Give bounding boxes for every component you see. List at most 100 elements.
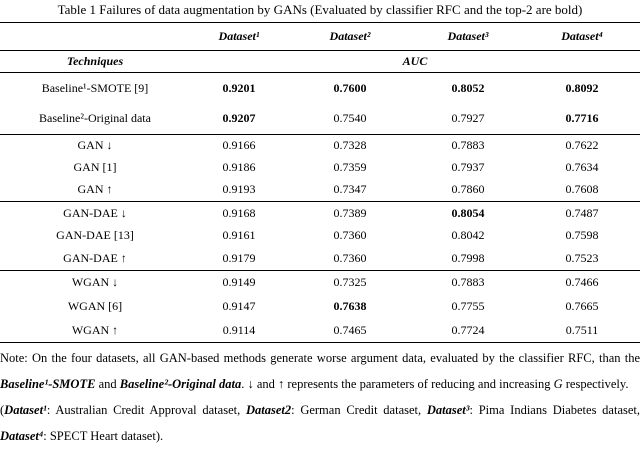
technique-cell: WGAN ↓ bbox=[71, 275, 119, 290]
table-row: GAN ↑ 0.9193 0.7347 0.7860 0.7608 bbox=[0, 179, 640, 201]
note-text: : Pima Indians Diabetes dataset, bbox=[469, 403, 640, 417]
auc-cell: 0.7598 bbox=[565, 228, 599, 243]
column-header: Dataset² bbox=[329, 29, 371, 43]
auc-cell: 0.7487 bbox=[565, 205, 599, 220]
auc-cell: 0.7998 bbox=[451, 251, 485, 266]
auc-cell: 0.7540 bbox=[333, 111, 367, 126]
auc-cell: 0.9193 bbox=[222, 182, 256, 197]
auc-cell: 0.7466 bbox=[565, 275, 599, 290]
note-text: Note: On the four datasets, all GAN-base… bbox=[0, 351, 640, 365]
auc-cell: 0.9161 bbox=[222, 228, 256, 243]
techniques-label: Techniques bbox=[66, 54, 124, 68]
column-header: Dataset³ bbox=[447, 29, 489, 43]
auc-cell: 0.9114 bbox=[222, 322, 256, 337]
note-text: ( bbox=[0, 403, 5, 417]
subheader-row: Techniques AUC bbox=[0, 51, 640, 73]
table-row: GAN-DAE [13] 0.9161 0.7360 0.8042 0.7598 bbox=[0, 224, 640, 247]
auc-cell: 0.7724 bbox=[451, 322, 485, 337]
auc-cell: 0.7511 bbox=[565, 322, 599, 337]
note: Note: On the four datasets, all GAN-base… bbox=[0, 345, 640, 449]
auc-cell: 0.9166 bbox=[222, 138, 256, 153]
auc-cell: 0.8052 bbox=[451, 80, 485, 95]
auc-cell: 0.7927 bbox=[451, 111, 485, 126]
auc-cell: 0.7716 bbox=[565, 111, 599, 126]
results-table: Dataset¹ Dataset² Dataset³ Dataset⁴ Techniq… bbox=[0, 22, 640, 343]
auc-cell: 0.7600 bbox=[333, 80, 367, 95]
column-header: Dataset⁴ bbox=[561, 29, 603, 43]
table-row: WGAN ↓ 0.9149 0.7325 0.7883 0.7466 bbox=[0, 270, 640, 294]
note-text: Dataset⁴ bbox=[0, 429, 44, 443]
auc-cell: 0.9149 bbox=[222, 275, 256, 290]
table-row: GAN [1] 0.9186 0.7359 0.7937 0.7634 bbox=[0, 157, 640, 179]
auc-cell: 0.7523 bbox=[565, 251, 599, 266]
row-group: GAN ↓ 0.9166 0.7328 0.7883 0.7622 GAN [1] 0.91… bbox=[0, 135, 640, 202]
auc-cell: 0.9201 bbox=[222, 80, 256, 95]
table-row: GAN ↓ 0.9166 0.7328 0.7883 0.7622 bbox=[0, 135, 640, 157]
note-text: Dataset³ bbox=[426, 403, 470, 417]
auc-cell: 0.7465 bbox=[333, 322, 367, 337]
technique-cell: WGAN [6] bbox=[67, 298, 123, 313]
technique-cell: Baseline²-Original data bbox=[39, 111, 151, 126]
header-row: Dataset¹ Dataset² Dataset³ Dataset⁴ bbox=[0, 22, 640, 51]
auc-cell: 0.7937 bbox=[451, 160, 485, 175]
table-head: Dataset¹ Dataset² Dataset³ Dataset⁴ Techniq… bbox=[0, 22, 640, 73]
note-text: and bbox=[95, 377, 120, 391]
auc-cell: 0.7360 bbox=[333, 228, 367, 243]
note-text: Dataset¹ bbox=[4, 403, 47, 417]
auc-cell: 0.7883 bbox=[451, 275, 485, 290]
technique-cell: GAN ↓ bbox=[77, 138, 113, 153]
auc-cell: 0.7860 bbox=[451, 182, 485, 197]
note-text: : SPECT Heart dataset). bbox=[43, 429, 164, 443]
auc-cell: 0.7360 bbox=[333, 251, 367, 266]
table-row: WGAN ↑ 0.9114 0.7465 0.7724 0.7511 bbox=[0, 318, 640, 342]
auc-cell: 0.8054 bbox=[451, 205, 485, 220]
auc-cell: 0.7347 bbox=[333, 182, 367, 197]
auc-cell: 0.9186 bbox=[222, 160, 256, 175]
table-row: Baseline¹-SMOTE [9] 0.9201 0.7600 0.8052 0.8… bbox=[0, 73, 640, 104]
note-text: respectively. bbox=[562, 377, 629, 391]
table-row: GAN-DAE ↑ 0.9179 0.7360 0.7998 0.7523 bbox=[0, 247, 640, 270]
auc-cell: 0.9147 bbox=[222, 298, 256, 313]
technique-cell: GAN-DAE [13] bbox=[56, 228, 134, 243]
table-row: GAN-DAE ↓ 0.9168 0.7389 0.8054 0.7487 bbox=[0, 201, 640, 224]
note-text: : German Credit dataset, bbox=[291, 403, 427, 417]
note-paragraph: Note: On the four datasets, all GAN-base… bbox=[0, 345, 640, 397]
auc-cell: 0.9207 bbox=[222, 111, 256, 126]
auc-cell: 0.7883 bbox=[451, 138, 485, 153]
technique-cell: Baseline¹-SMOTE [9] bbox=[41, 80, 149, 95]
row-group: Baseline¹-SMOTE [9] 0.9201 0.7600 0.8052 0.8… bbox=[0, 73, 640, 135]
column-header: Dataset¹ bbox=[218, 29, 260, 43]
metric-label: AUC bbox=[402, 54, 428, 68]
table-row: Baseline²-Original data 0.9207 0.7540 0.792… bbox=[0, 104, 640, 135]
note-text: Dataset2 bbox=[245, 403, 292, 417]
technique-cell: GAN-DAE ↑ bbox=[63, 251, 127, 266]
auc-cell: 0.7328 bbox=[333, 138, 367, 153]
note-text: G bbox=[553, 377, 563, 391]
note-paragraph: (Dataset¹: Australian Credit Approval da… bbox=[0, 397, 640, 449]
auc-cell: 0.9179 bbox=[222, 251, 256, 266]
row-group: GAN-DAE ↓ 0.9168 0.7389 0.8054 0.7487 GAN-DAE… bbox=[0, 201, 640, 271]
note-text: : Australian Credit Approval dataset, bbox=[46, 403, 246, 417]
note-text: Baseline²-Original data bbox=[119, 377, 242, 391]
table-title: Table 1 Failures of data augmentation by… bbox=[57, 2, 583, 17]
table-row: WGAN [6] 0.9147 0.7638 0.7755 0.7665 bbox=[0, 294, 640, 318]
auc-cell: 0.7634 bbox=[565, 160, 599, 175]
note-text: Baseline¹-SMOTE bbox=[0, 377, 96, 391]
auc-cell: 0.7325 bbox=[333, 275, 367, 290]
auc-cell: 0.7608 bbox=[565, 182, 599, 197]
technique-cell: GAN-DAE ↓ bbox=[63, 205, 127, 220]
auc-cell: 0.8042 bbox=[451, 228, 485, 243]
technique-cell: GAN [1] bbox=[73, 160, 117, 175]
row-group: WGAN ↓ 0.9149 0.7325 0.7883 0.7466 WGAN [6] 0.… bbox=[0, 270, 640, 343]
auc-cell: 0.7622 bbox=[565, 138, 599, 153]
auc-cell: 0.7359 bbox=[333, 160, 367, 175]
technique-cell: GAN ↑ bbox=[77, 182, 113, 197]
auc-cell: 0.8092 bbox=[565, 80, 599, 95]
auc-cell: 0.7389 bbox=[333, 205, 367, 220]
technique-cell: WGAN ↑ bbox=[71, 322, 119, 337]
corner-cell bbox=[0, 23, 190, 51]
note-text: . ↓ and ↑ represents the parameters of r… bbox=[241, 377, 554, 391]
auc-cell: 0.7638 bbox=[333, 298, 367, 313]
auc-cell: 0.9168 bbox=[222, 205, 256, 220]
